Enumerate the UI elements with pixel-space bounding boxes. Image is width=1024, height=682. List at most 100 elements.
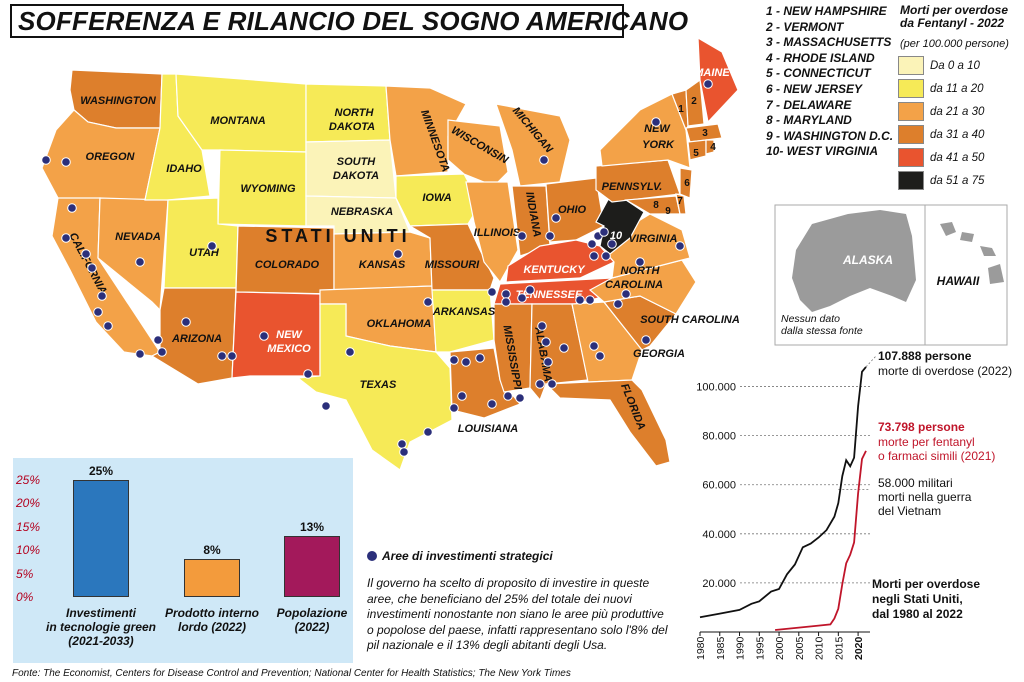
investment-dot — [321, 401, 331, 411]
investment-dot — [559, 343, 569, 353]
dots-legend: Aree di investimenti strategici — [367, 549, 553, 563]
source-note: Fonte: The Economist, Centers for Diseas… — [12, 668, 571, 679]
label-new-york-2: YORK — [642, 139, 675, 151]
label-pennsylvania: PENNSYLV. — [602, 181, 663, 193]
legend-swatch — [898, 125, 924, 144]
state-new-york[interactable] — [599, 93, 691, 169]
label-arizona: ARIZONA — [171, 333, 222, 345]
investment-dot — [551, 213, 561, 223]
label-north-carolina-1: NORTH — [621, 265, 661, 277]
label-kentucky: KENTUCKY — [523, 264, 586, 276]
alaska-shape — [792, 210, 916, 312]
label-num-1: 1 — [678, 104, 684, 115]
state-south-dakota[interactable] — [305, 139, 397, 199]
label-new-mexico-2: MEXICO — [267, 343, 311, 355]
state-new-mexico[interactable] — [231, 291, 321, 379]
state-list-item: 3 - MASSACHUSETTS — [766, 35, 892, 50]
investment-dot — [703, 79, 713, 89]
hawaii-shape-2 — [960, 232, 974, 242]
state-missouri[interactable] — [407, 223, 495, 291]
label-georgia: GEORGIA — [633, 348, 685, 360]
legend-swatch — [898, 171, 924, 190]
annotation-fentanyl-text-2: o farmaci simili (2021) — [878, 449, 996, 463]
bar-category-label: Prodotto interno lordo (2022) — [142, 606, 282, 634]
legend-class: da 51 a 75 — [898, 171, 984, 190]
investment-dot — [601, 251, 611, 261]
label-num-3: 3 — [702, 128, 708, 139]
label-arkansas: ARKANSAS — [432, 306, 496, 318]
investment-dot — [595, 351, 605, 361]
legend-label: da 51 a 75 — [930, 174, 985, 187]
label-colorado: COLORADO — [255, 259, 320, 271]
investment-dot — [517, 231, 527, 241]
investment-dot — [97, 291, 107, 301]
label-missouri: MISSOURI — [425, 259, 480, 271]
state-massachusetts[interactable] — [685, 123, 723, 143]
state-connecticut[interactable] — [687, 139, 707, 161]
label-num-7: 7 — [677, 196, 683, 207]
investment-dot — [675, 241, 685, 251]
state-new-hampshire[interactable] — [685, 78, 705, 127]
label-hawaii: HAWAII — [937, 274, 980, 288]
annotation-total-value: 107.888 persone — [878, 349, 972, 363]
bar-category-line: (2022) — [294, 620, 330, 634]
label-num-5: 5 — [693, 148, 699, 159]
investment-dot — [599, 227, 609, 237]
label-texas: TEXAS — [360, 379, 397, 391]
label-iowa: IOWA — [422, 192, 451, 204]
label-nevada: NEVADA — [115, 231, 161, 243]
investment-dot — [135, 349, 145, 359]
investment-dot — [589, 251, 599, 261]
state-delaware[interactable] — [675, 193, 687, 215]
investment-dot — [641, 335, 651, 345]
legend-label: da 41 a 50 — [930, 151, 985, 164]
bar-category-label: Popolazione (2022) — [242, 606, 382, 634]
state-florida[interactable] — [544, 379, 671, 467]
investment-dot — [399, 447, 409, 457]
investment-dot — [153, 335, 163, 345]
label-num-8: 8 — [653, 200, 659, 211]
bar-value-label: 8% — [203, 543, 221, 558]
investment-dot — [61, 233, 71, 243]
bar-y-tick: 0% — [16, 590, 34, 604]
state-illinois[interactable] — [465, 181, 519, 284]
label-alaska: ALASKA — [842, 253, 893, 267]
investment-dot — [585, 295, 595, 305]
color-scale: Da 0 a 10 da 11 a 20 da 21 a 30 da 31 a 40 d… — [898, 56, 984, 194]
label-wyoming: WYOMING — [241, 183, 296, 195]
state-list-item: 6 - NEW JERSEY — [766, 81, 863, 96]
bar-y-tick: 25% — [16, 472, 41, 487]
bar-value-label: 13% — [299, 519, 325, 534]
investment-dot — [393, 249, 403, 259]
chart-caption-1: Morti per overdose — [872, 577, 981, 591]
state-maine[interactable] — [697, 36, 739, 124]
investment-dot — [67, 203, 77, 213]
state-rhode-island[interactable] — [705, 139, 715, 155]
state-georgia[interactable] — [571, 301, 643, 383]
investment-dot — [423, 297, 433, 307]
bar-y-tick: 10% — [16, 543, 41, 557]
investment-dot — [501, 289, 511, 299]
investment-dot — [503, 391, 513, 401]
investment-dot — [635, 257, 645, 267]
label-montana: MONTANA — [210, 115, 265, 127]
chart-caption-2: negli Stati Uniti, — [872, 592, 963, 606]
investment-dot — [575, 295, 585, 305]
investment-dot — [501, 297, 511, 307]
legend-class: da 31 a 40 — [898, 125, 984, 144]
state-list-item: 10- WEST VIRGINIA — [766, 144, 879, 159]
dot-symbol — [367, 551, 377, 561]
state-montana[interactable] — [175, 73, 307, 153]
state-list-item: 8 - MARYLAND — [766, 113, 852, 128]
bar-y-tick: 5% — [16, 566, 34, 581]
investment-dot — [525, 285, 535, 295]
state-arkansas[interactable] — [431, 289, 495, 353]
state-new-jersey[interactable] — [679, 167, 693, 199]
bar-category-line: Popolazione — [276, 606, 348, 620]
annotation-fentanyl-value: 73.798 persone — [878, 420, 965, 434]
legend-swatch — [898, 56, 924, 75]
investment-dot — [487, 287, 497, 297]
investment-dot — [543, 357, 553, 367]
state-texas[interactable] — [296, 303, 453, 471]
